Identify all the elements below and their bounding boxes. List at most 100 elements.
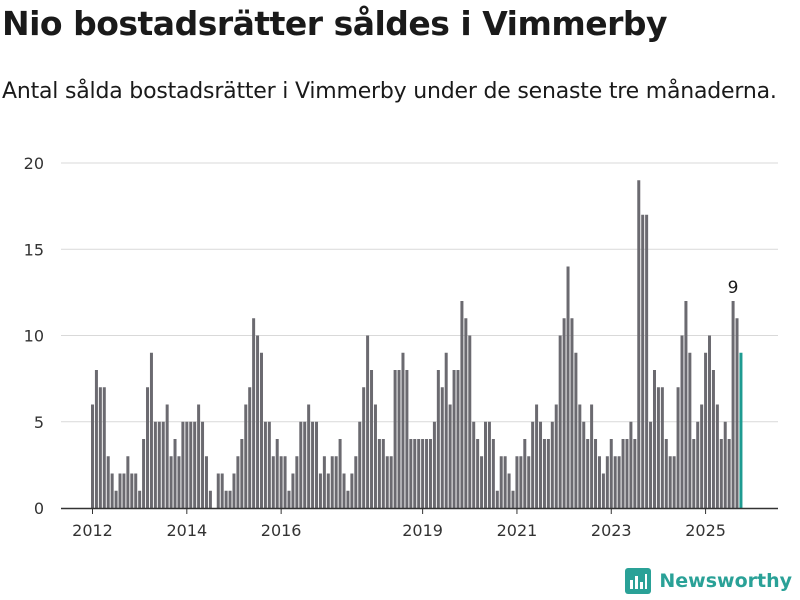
- bar: [562, 318, 566, 508]
- bar: [507, 473, 511, 508]
- bar: [232, 473, 236, 508]
- bar: [287, 490, 291, 508]
- bar: [554, 404, 558, 508]
- bar: [539, 421, 543, 508]
- bar: [621, 439, 625, 508]
- bar: [652, 370, 656, 508]
- bar: [393, 370, 397, 508]
- bar: [656, 387, 660, 508]
- bar: [138, 490, 142, 508]
- bar: [570, 318, 574, 508]
- bar: [283, 456, 287, 508]
- bar: [601, 473, 605, 508]
- bar: [637, 180, 641, 508]
- bar: [617, 456, 621, 508]
- bar: [597, 456, 601, 508]
- bar: [495, 490, 499, 508]
- bar: [197, 404, 201, 508]
- chart-subtitle: Antal sålda bostadsrätter i Vimmerby und…: [2, 79, 777, 104]
- bar: [122, 473, 126, 508]
- bar: [326, 473, 330, 508]
- bar: [476, 439, 480, 508]
- bar: [165, 404, 169, 508]
- bar: [727, 439, 731, 508]
- bar: [629, 421, 633, 508]
- grid-lines: [61, 162, 778, 423]
- bar: [436, 370, 440, 508]
- bar: [645, 214, 649, 508]
- x-tick-label: 2025: [685, 521, 726, 540]
- bar: [641, 214, 645, 508]
- bar: [362, 387, 366, 508]
- bar: [271, 456, 275, 508]
- bar: [204, 456, 208, 508]
- bar: [684, 301, 688, 508]
- bar: [161, 421, 165, 508]
- bar: [566, 266, 570, 508]
- bar: [452, 370, 456, 508]
- y-tick-label: 15: [24, 240, 44, 259]
- y-tick-label: 10: [24, 327, 44, 346]
- bar: [94, 370, 98, 508]
- bar: [633, 439, 637, 508]
- bar: [98, 387, 102, 508]
- bar: [586, 439, 590, 508]
- bar: [389, 456, 393, 508]
- bar: [444, 352, 448, 508]
- bar: [267, 421, 271, 508]
- bar: [169, 456, 173, 508]
- bar: [708, 335, 712, 508]
- bar: [401, 352, 405, 508]
- bar: [275, 439, 279, 508]
- bar: [311, 421, 315, 508]
- bar: [594, 439, 598, 508]
- bar: [688, 352, 692, 508]
- bar: [334, 456, 338, 508]
- bar: [649, 421, 653, 508]
- bar: [322, 456, 326, 508]
- bar: [110, 473, 114, 508]
- bar: [216, 473, 220, 508]
- bar: [142, 439, 146, 508]
- bar: [106, 456, 110, 508]
- bar: [487, 421, 491, 508]
- bar: [515, 456, 519, 508]
- newsworthy-logo-icon: [625, 568, 652, 594]
- y-tick-label: 5: [34, 413, 44, 432]
- bar: [531, 421, 535, 508]
- bar: [456, 370, 460, 508]
- bar: [370, 370, 374, 508]
- bar: [236, 456, 240, 508]
- y-axis-ticks: 0 5 10 15 20: [24, 154, 44, 518]
- bar: [464, 318, 468, 508]
- bar: [664, 439, 668, 508]
- bar: [134, 473, 138, 508]
- newsworthy-logo[interactable]: Newsworthy: [625, 568, 792, 594]
- bar: [381, 439, 385, 508]
- bar: [149, 352, 153, 508]
- bar: [263, 421, 267, 508]
- bar: [715, 404, 719, 508]
- annotation-label: 9: [728, 278, 739, 298]
- bar: [354, 456, 358, 508]
- bar: [668, 456, 672, 508]
- bar: [338, 439, 342, 508]
- bar: [177, 456, 181, 508]
- bar: [417, 439, 421, 508]
- bar: [173, 439, 177, 508]
- x-tick-label: 2019: [402, 521, 443, 540]
- bar: [739, 352, 743, 508]
- bar: [201, 421, 205, 508]
- bar: [491, 439, 495, 508]
- bar: [609, 439, 613, 508]
- bar: [91, 404, 94, 508]
- bar: [208, 490, 212, 508]
- x-axis: 2012 2014 2016 2019 2021 2023 2025: [61, 507, 778, 540]
- x-tick-label: 2012: [72, 521, 113, 540]
- bar: [582, 421, 586, 508]
- bar: [373, 404, 377, 508]
- bar: [704, 352, 708, 508]
- bar: [448, 404, 452, 508]
- bar: [550, 421, 554, 508]
- bar: [330, 456, 334, 508]
